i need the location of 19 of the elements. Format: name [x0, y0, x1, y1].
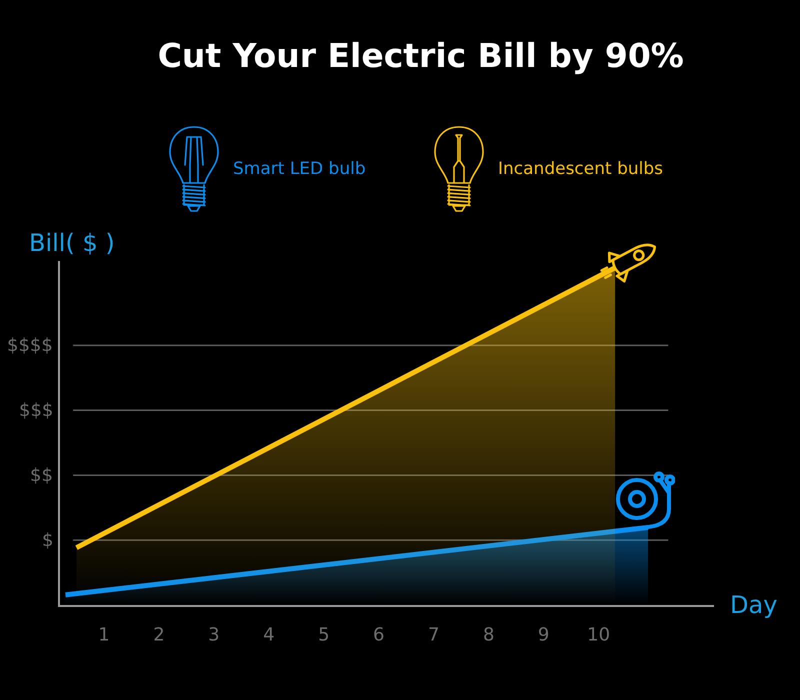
- x-tick-label: 10: [587, 624, 610, 646]
- x-tick-label: 7: [428, 624, 440, 646]
- x-tick-label: 8: [482, 624, 494, 646]
- chart-title: Cut Your Electric Bill by 90%: [158, 36, 684, 75]
- text: $$: [30, 465, 53, 486]
- x-tick-label: 4: [263, 624, 275, 646]
- x-tick-label: 2: [153, 624, 165, 646]
- text: $: [42, 530, 54, 551]
- text: $$$: [19, 400, 54, 421]
- x-tick-label: 1: [98, 624, 110, 646]
- x-tick-label: 9: [538, 624, 550, 646]
- x-tick-label: 6: [373, 624, 384, 646]
- x-tick-label: 3: [208, 624, 220, 646]
- x-axis-title: Day: [730, 591, 778, 619]
- legend-label: Incandescent bulbs: [498, 159, 664, 179]
- y-axis-title: Bill( $ ): [29, 229, 115, 257]
- x-tick-label: 5: [318, 624, 330, 646]
- text: $$$$: [7, 335, 53, 356]
- legend-label: Smart LED bulb: [233, 159, 366, 179]
